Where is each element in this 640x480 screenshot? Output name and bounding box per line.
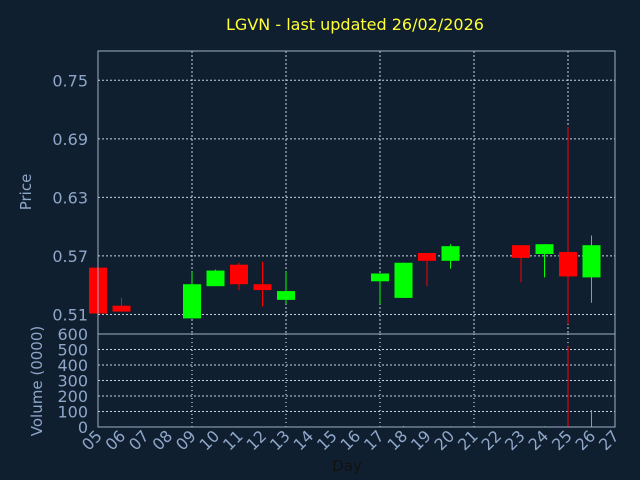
volume-tick-label: 600: [57, 325, 88, 344]
candle-body: [559, 252, 577, 277]
price-tick-label: 0.51: [52, 305, 88, 324]
price-tick-label: 0.57: [52, 247, 88, 266]
candle-body: [277, 291, 295, 300]
candle-body: [582, 245, 601, 278]
candle-body: [512, 245, 530, 258]
volume-tick-label: 0: [78, 418, 88, 437]
price-grid: [98, 51, 615, 334]
price-tick-label: 0.63: [52, 188, 88, 207]
candle-body: [418, 253, 436, 261]
price-axis-label: Price: [17, 174, 35, 211]
volume-bars: [97, 346, 592, 427]
volume-tick-label: 300: [57, 372, 88, 391]
candle-body: [230, 264, 248, 285]
volume-grid: [98, 333, 615, 428]
candle-body: [183, 284, 201, 319]
candle-body: [206, 270, 225, 287]
candle-body: [535, 244, 554, 254]
day-tick-label: 27: [595, 426, 623, 454]
candle-body: [112, 305, 131, 312]
volume-tick-label: 200: [57, 387, 88, 406]
candle-body: [253, 284, 272, 291]
candle-body: [441, 246, 460, 261]
price-tick-label: 0.75: [52, 71, 88, 90]
chart-title: LGVN - last updated 26/02/2026: [226, 15, 484, 34]
volume-axis-label: Volume (0000): [28, 326, 46, 436]
candles: [89, 127, 601, 325]
candle-body: [394, 262, 413, 298]
volume-tick-label: 500: [57, 341, 88, 360]
volume-tick-label: 400: [57, 356, 88, 375]
volume-tick-label: 100: [57, 403, 88, 422]
price-tick-label: 0.69: [52, 130, 88, 149]
volume-panel-frame: [97, 333, 616, 428]
price-panel-frame: [97, 50, 616, 335]
candle-body: [371, 273, 389, 282]
x-axis-label: Day: [332, 457, 362, 475]
price-tick-labels: 0.51 0.57 0.63 0.69 0.75: [52, 71, 88, 324]
day-tick-labels: 0506070809101112131415161718192021222324…: [78, 426, 623, 454]
